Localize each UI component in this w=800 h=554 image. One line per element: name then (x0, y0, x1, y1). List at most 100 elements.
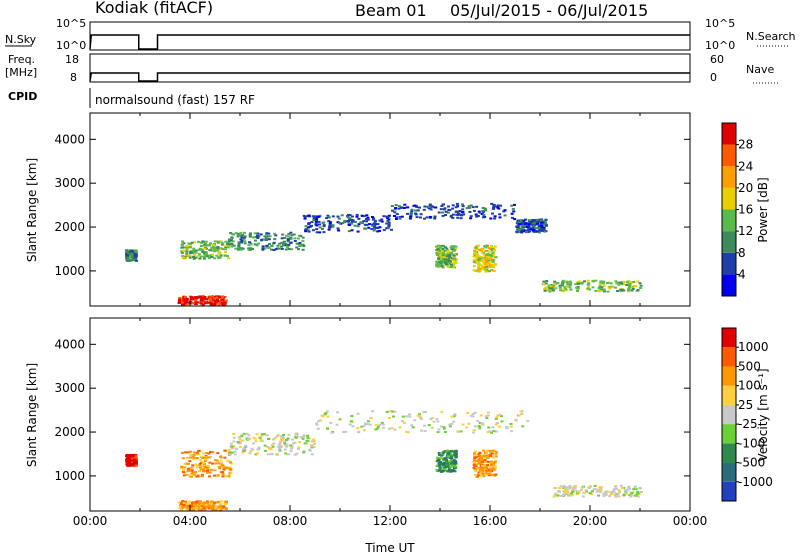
velocity-cell (416, 414, 420, 417)
velocity-cell (493, 464, 497, 467)
power-cell (357, 223, 361, 226)
velocity-cell (216, 474, 220, 477)
velocity-cell (419, 416, 423, 419)
power-cell (365, 214, 369, 217)
velocity-cell (562, 485, 566, 488)
power-cell (298, 242, 302, 244)
velocity-cell (204, 503, 208, 506)
velocity-cell (387, 417, 391, 419)
power-cell (192, 253, 196, 256)
power-cell (202, 245, 206, 248)
power-cell (574, 283, 578, 286)
velocity-cell (190, 472, 194, 475)
velocity-cell (599, 489, 603, 492)
velocity-cell (445, 462, 448, 465)
power-cell (260, 238, 264, 241)
power-cell (182, 299, 186, 302)
velocity-cell (203, 460, 207, 463)
velocity-cell (567, 486, 571, 489)
power-cell (347, 213, 350, 216)
power-cell (448, 260, 452, 263)
power-cell (180, 251, 184, 254)
power-cell (452, 249, 456, 252)
power-cell (566, 283, 570, 285)
power-cell (373, 220, 377, 223)
velocity-cell (596, 489, 600, 492)
velocity-cell (242, 449, 246, 452)
power-cell (446, 255, 450, 258)
power-cell (480, 251, 484, 254)
power-cell (375, 227, 379, 229)
power-cell (340, 214, 344, 217)
velocity-cell (209, 468, 213, 471)
power-cell (447, 205, 450, 208)
power-cell (540, 228, 544, 231)
velocity-cell (177, 501, 181, 504)
velocity-cell (630, 492, 634, 495)
freq-units: [MHz] (5, 66, 37, 79)
power-cell (451, 207, 455, 210)
power-cell (242, 238, 246, 240)
velocity-cell (619, 484, 623, 487)
power-cell (201, 295, 205, 298)
power-cell (413, 204, 417, 207)
power-cell (526, 228, 530, 231)
velocity-cell (444, 459, 448, 462)
velocity-cell (312, 440, 316, 442)
power-cell (337, 229, 341, 232)
velocity-cell (253, 437, 257, 440)
power-cell (639, 284, 643, 287)
colorbar-swatch (722, 443, 736, 463)
velocity-cell (443, 457, 447, 460)
colorbar-frame (721, 327, 737, 502)
velocity-cell (367, 420, 370, 423)
velocity-cell (276, 434, 280, 437)
velocity-cell (521, 425, 525, 428)
power-cell (265, 233, 269, 236)
power-cell (454, 258, 458, 261)
power-cell (353, 224, 357, 227)
power-cell (286, 239, 290, 242)
velocity-cell (438, 461, 442, 464)
velocity-cell (192, 451, 196, 454)
nsky-label: N.Sky (5, 33, 37, 46)
power-cell (397, 205, 401, 208)
velocity-cell (262, 433, 266, 436)
power-cell (253, 243, 257, 246)
power-cell (538, 218, 542, 221)
power-cell (185, 249, 189, 252)
velocity-cell (472, 431, 475, 434)
velocity-cell (207, 452, 211, 455)
cpid-text: normalsound (fast) 157 RF (95, 93, 255, 107)
velocity-cell (203, 505, 207, 508)
power-cell (543, 288, 547, 291)
power-cell (180, 250, 184, 253)
velocity-cell (562, 490, 566, 492)
power-cell (440, 263, 444, 266)
velocity-cell (479, 459, 483, 461)
power-cell (490, 202, 494, 205)
power-cell (631, 287, 635, 290)
velocity-cell (222, 505, 226, 508)
velocity-cell (189, 450, 193, 453)
velocity-cell (275, 453, 279, 455)
velocity-cell (407, 413, 411, 416)
power-cell (216, 298, 219, 301)
power-cell (286, 238, 290, 241)
velocity-cell (245, 433, 249, 436)
power-cell (365, 220, 369, 223)
power-cell (580, 282, 584, 285)
power-cell (266, 235, 270, 238)
velocity-cell (266, 453, 270, 456)
velocity-cell (617, 490, 621, 493)
power-cell (261, 245, 265, 248)
power-cell (216, 300, 220, 303)
velocity-cell (486, 472, 490, 475)
power-cell (414, 213, 418, 216)
velocity-cell (199, 455, 203, 458)
velocity-cell (494, 450, 498, 453)
velocity-cell (451, 464, 455, 467)
power-cell (331, 224, 335, 227)
power-cell (322, 231, 326, 234)
power-cell (527, 219, 531, 222)
